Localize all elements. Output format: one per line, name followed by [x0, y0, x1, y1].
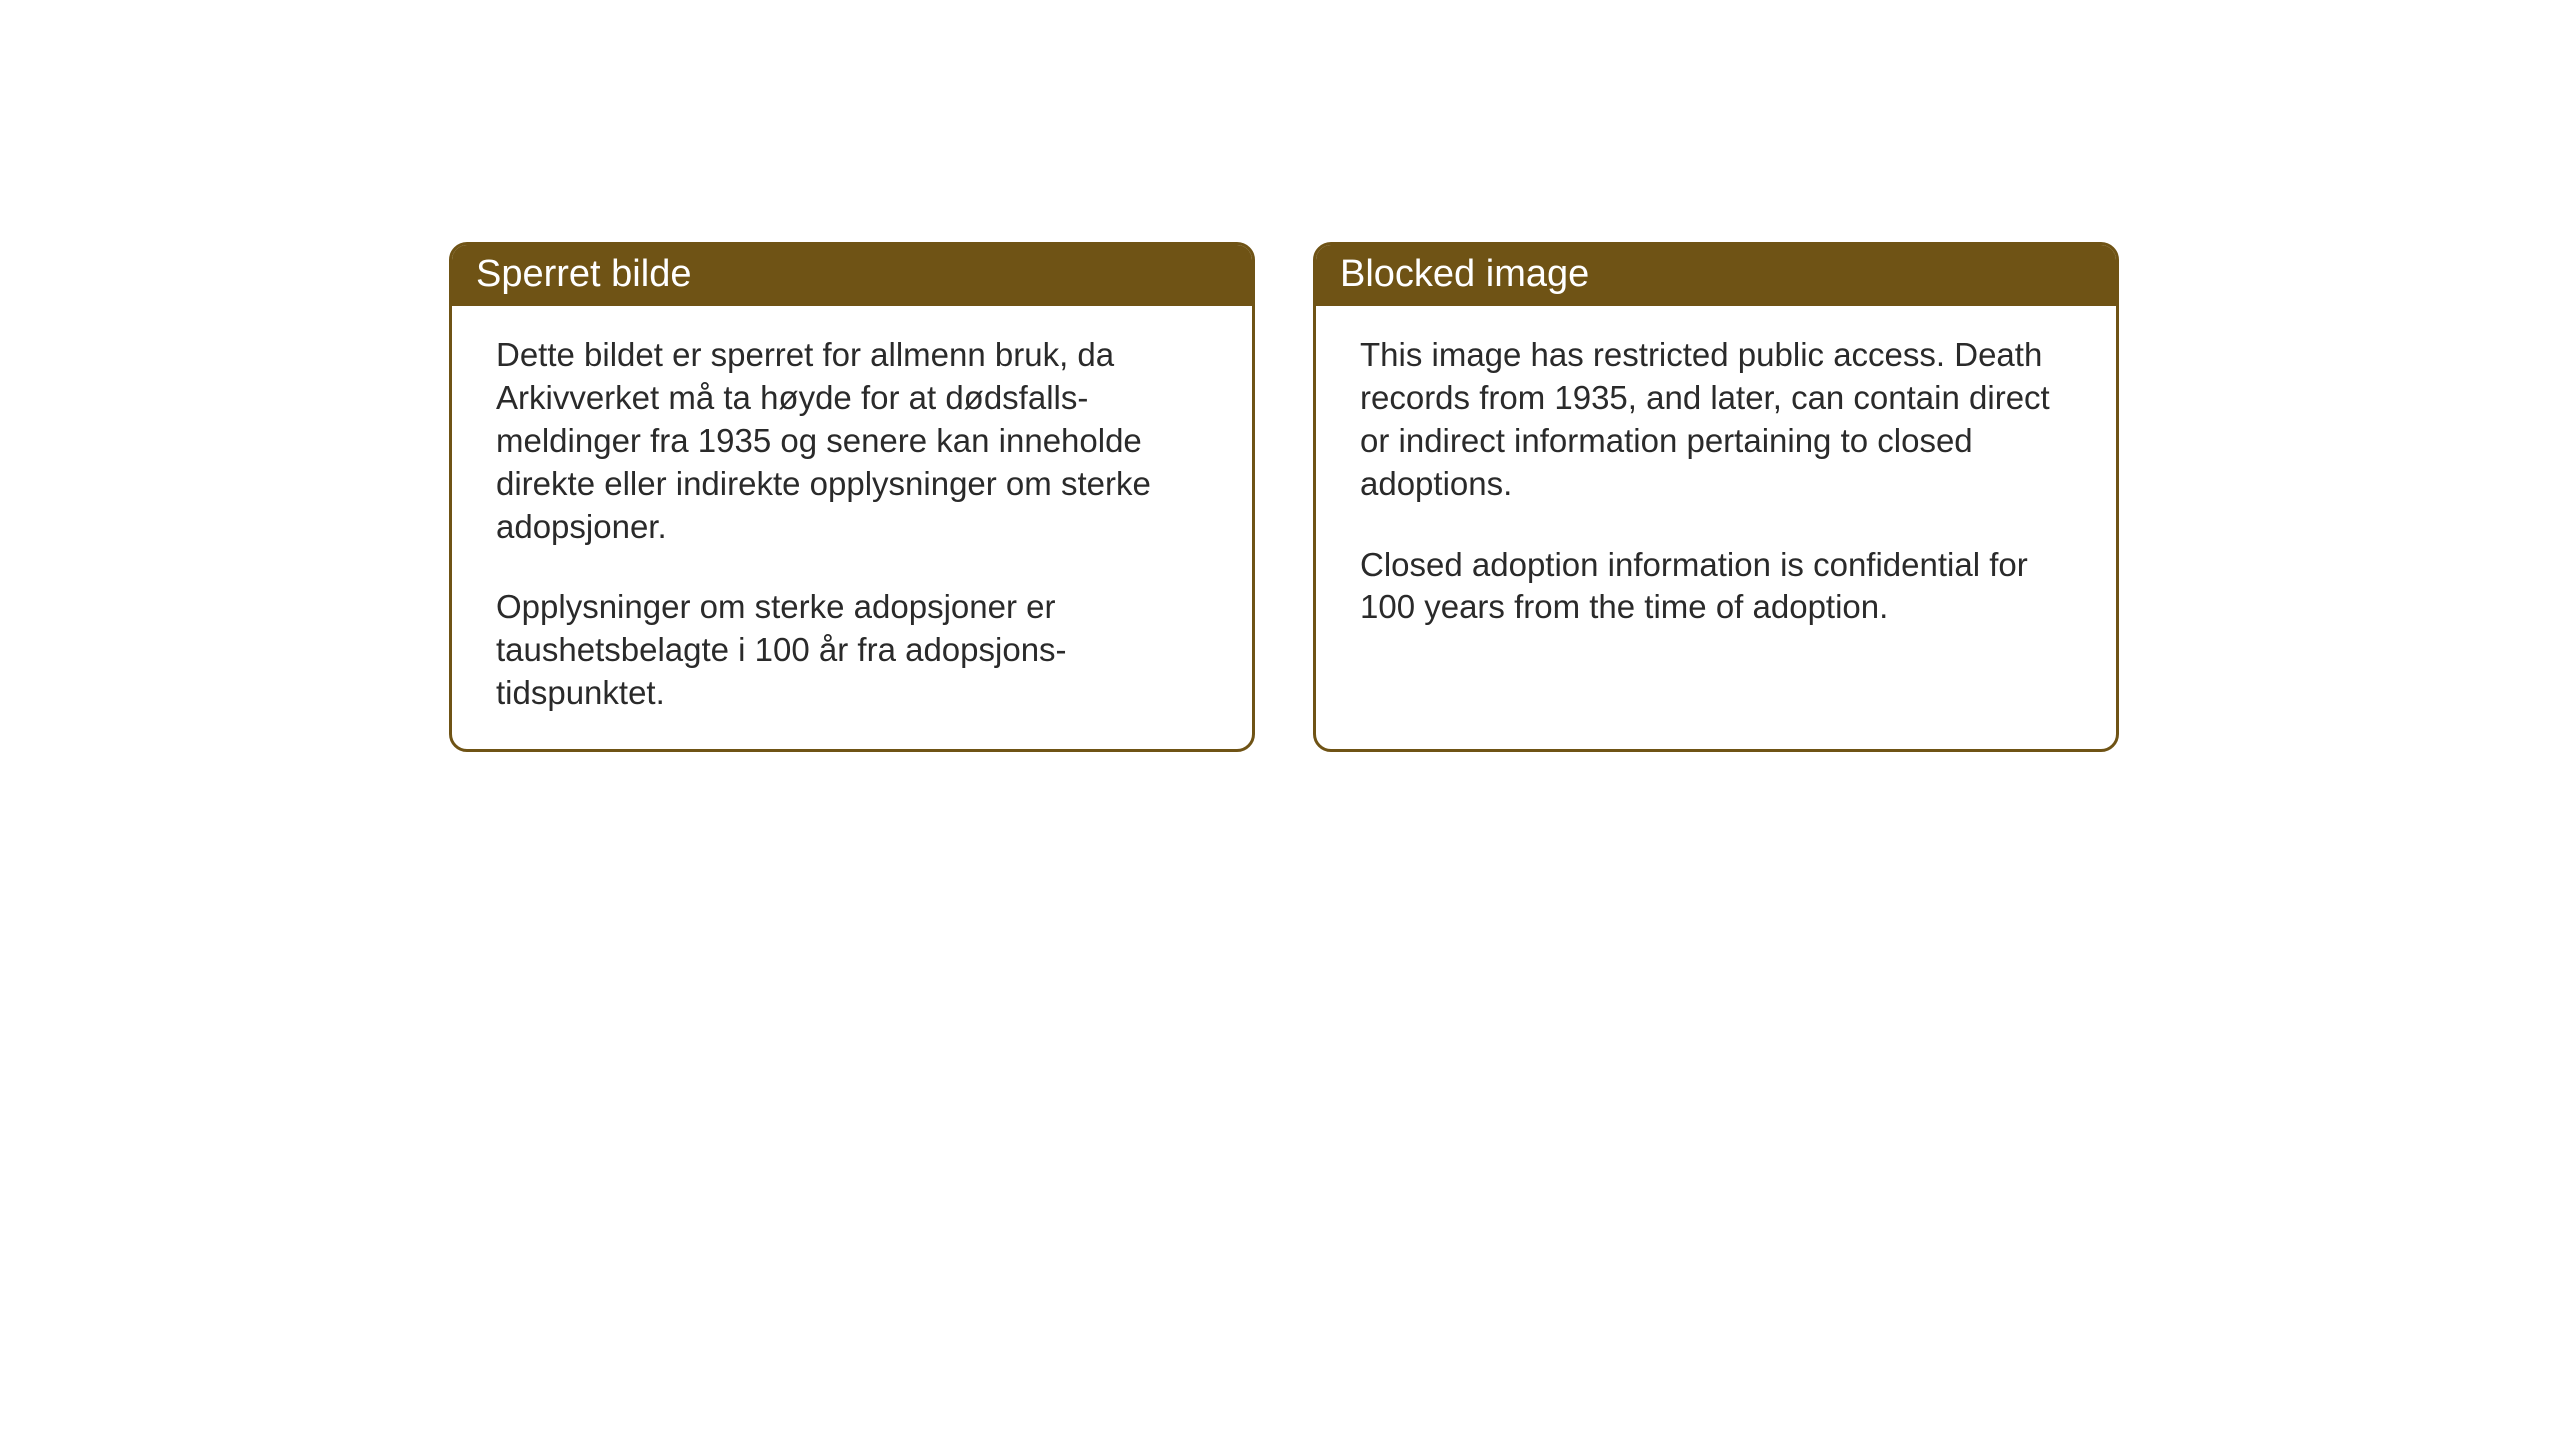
notification-cards-container: Sperret bilde Dette bildet er sperret fo… — [449, 242, 2560, 752]
notification-card-english: Blocked image This image has restricted … — [1313, 242, 2119, 752]
card-body-english: This image has restricted public access.… — [1316, 306, 2116, 661]
card-paragraph-1-english: This image has restricted public access.… — [1360, 334, 2072, 506]
card-title-norwegian: Sperret bilde — [476, 253, 691, 295]
card-paragraph-2-norwegian: Opplysninger om sterke adopsjoner er tau… — [496, 586, 1208, 715]
card-title-english: Blocked image — [1340, 253, 1589, 295]
notification-card-norwegian: Sperret bilde Dette bildet er sperret fo… — [449, 242, 1255, 752]
card-header-english: Blocked image — [1316, 245, 2116, 306]
card-body-norwegian: Dette bildet er sperret for allmenn bruk… — [452, 306, 1252, 747]
card-paragraph-2-english: Closed adoption information is confident… — [1360, 544, 2072, 630]
card-header-norwegian: Sperret bilde — [452, 245, 1252, 306]
card-paragraph-1-norwegian: Dette bildet er sperret for allmenn bruk… — [496, 334, 1208, 548]
